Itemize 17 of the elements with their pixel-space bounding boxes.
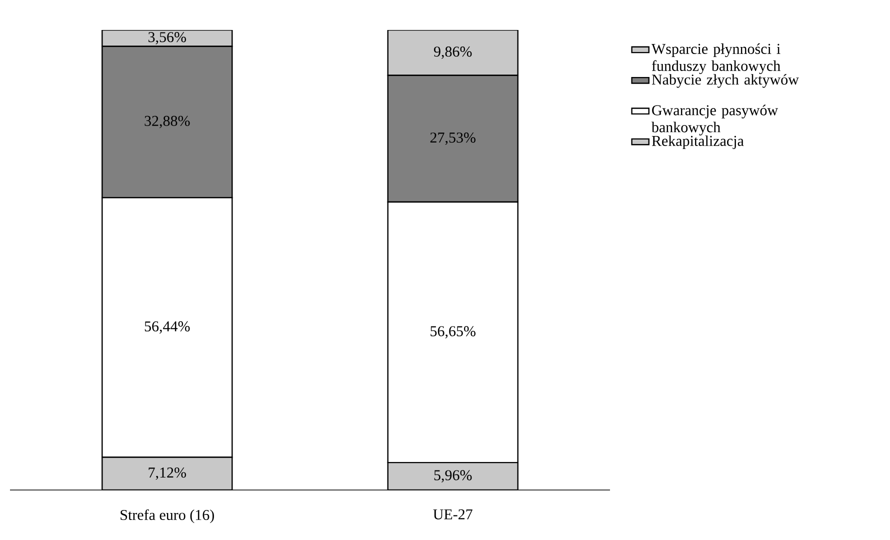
- data-label: 56,65%: [430, 326, 476, 338]
- legend-label: Wsparcie płynności i funduszy bankowych: [651, 43, 780, 74]
- data-label: 32,88%: [144, 116, 190, 128]
- x-tick-label: Strefa euro (16): [120, 509, 214, 524]
- legend-label: Rekapitalizacja: [652, 135, 744, 150]
- data-label: 56,44%: [144, 321, 190, 334]
- data-label: 5,96%: [434, 470, 472, 482]
- x-tick-label: UE-27: [433, 509, 472, 520]
- bar: [102, 456, 233, 490]
- bar: [387, 30, 518, 76]
- legend-label: Nabycie złych aktywów: [652, 74, 799, 88]
- legend-label: Gwarancje pasywów bankowych: [651, 104, 778, 136]
- data-label: 27,53%: [430, 132, 476, 145]
- data-label: 3,56%: [148, 32, 186, 44]
- data-label: 9,86%: [434, 46, 472, 59]
- bar: [387, 462, 518, 490]
- data-label: 7,12%: [148, 467, 186, 480]
